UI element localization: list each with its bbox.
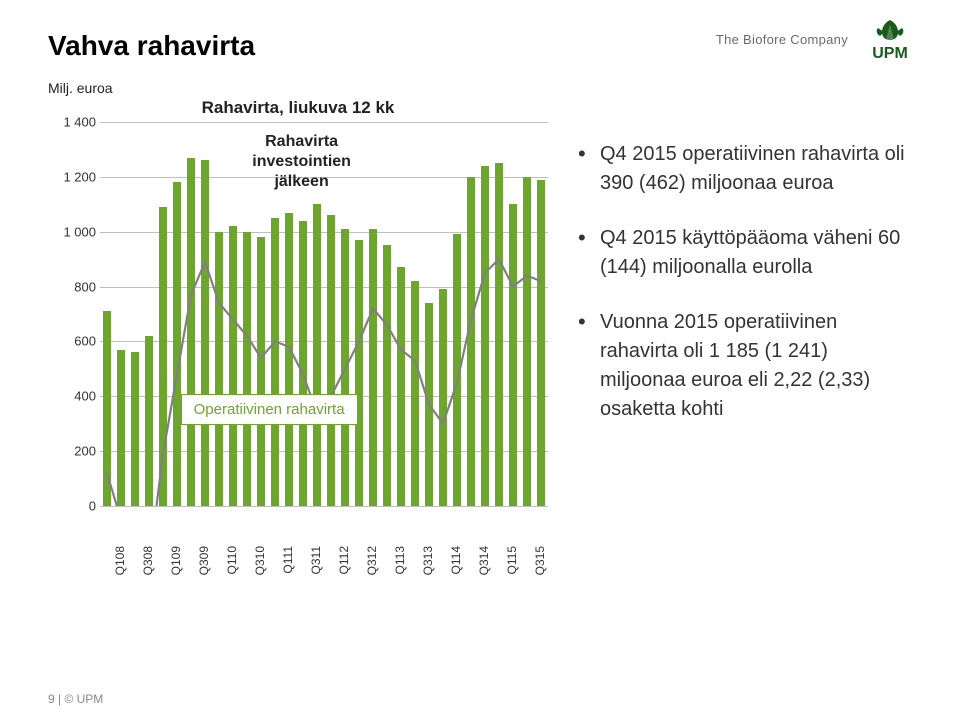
chart-title: Rahavirta, liukuva 12 kk (48, 98, 548, 118)
xtick-label: Q314 (477, 546, 491, 575)
bullet-item: Vuonna 2015 operatiivinen rahavirta oli … (578, 308, 912, 424)
xtick-label: Q108 (113, 546, 127, 575)
xtick-label: Q114 (449, 546, 463, 574)
chart-yaxis-title: Milj. euroa (48, 80, 548, 96)
bar (229, 226, 238, 506)
chart-box: Rahavirta investointien jälkeen 02004006… (48, 122, 548, 562)
chart-xlabels: Q108Q308Q109Q309Q110Q310Q111Q311Q112Q312… (100, 506, 548, 562)
bar (243, 232, 252, 506)
brand-area: The Biofore Company UPM (716, 18, 920, 60)
bar (523, 177, 532, 506)
xtick-label: Q115 (505, 546, 519, 574)
bar (285, 213, 294, 506)
bullet-item: Q4 2015 operatiivinen rahavirta oli 390 … (578, 140, 912, 198)
bar (467, 177, 476, 506)
bar (117, 350, 126, 506)
bar (103, 311, 112, 506)
xtick-label: Q309 (197, 546, 211, 575)
bar (495, 163, 504, 506)
xtick-label: Q111 (281, 546, 295, 574)
bullet-list: Q4 2015 operatiivinen rahavirta oli 390 … (572, 140, 912, 562)
bar (453, 234, 462, 506)
bar (313, 204, 322, 506)
xtick-label: Q109 (169, 546, 183, 575)
bullet-item: Q4 2015 käyttöpääoma väheni 60 (144) mil… (578, 224, 912, 282)
bar (537, 180, 546, 506)
bar (509, 204, 518, 506)
xtick-label: Q311 (309, 546, 323, 574)
bar (481, 166, 490, 506)
bar (271, 218, 280, 506)
xtick-label: Q113 (393, 546, 407, 574)
xtick-label: Q313 (421, 546, 435, 575)
bar (145, 336, 154, 506)
svg-text:UPM: UPM (872, 45, 908, 60)
chart-subtitle: Rahavirta investointien jälkeen (252, 132, 351, 192)
bar (439, 289, 448, 506)
bar (131, 352, 140, 506)
chart-legend: Operatiivinen rahavirta (181, 394, 358, 425)
bar (411, 281, 420, 506)
bar (159, 207, 168, 506)
bar (215, 232, 224, 506)
bar (369, 229, 378, 506)
bar (397, 267, 406, 506)
bar (327, 215, 336, 506)
upm-logo-icon: UPM (860, 18, 920, 60)
bar (201, 160, 210, 506)
xtick-label: Q308 (141, 546, 155, 575)
bar (299, 221, 308, 506)
bar (173, 182, 182, 506)
bar (187, 158, 196, 506)
xtick-label: Q310 (253, 546, 267, 575)
brand-tagline: The Biofore Company (716, 32, 848, 47)
bar (355, 240, 364, 506)
bar (341, 229, 350, 506)
chart-column: Milj. euroa Rahavirta, liukuva 12 kk Rah… (48, 80, 548, 562)
xtick-label: Q110 (225, 546, 239, 574)
xtick-label: Q112 (337, 546, 351, 574)
bar (257, 237, 266, 506)
bar (383, 245, 392, 506)
xtick-label: Q312 (365, 546, 379, 575)
bar (425, 303, 434, 506)
slide-footer: 9 | © UPM (48, 692, 103, 706)
xtick-label: Q315 (533, 546, 547, 575)
